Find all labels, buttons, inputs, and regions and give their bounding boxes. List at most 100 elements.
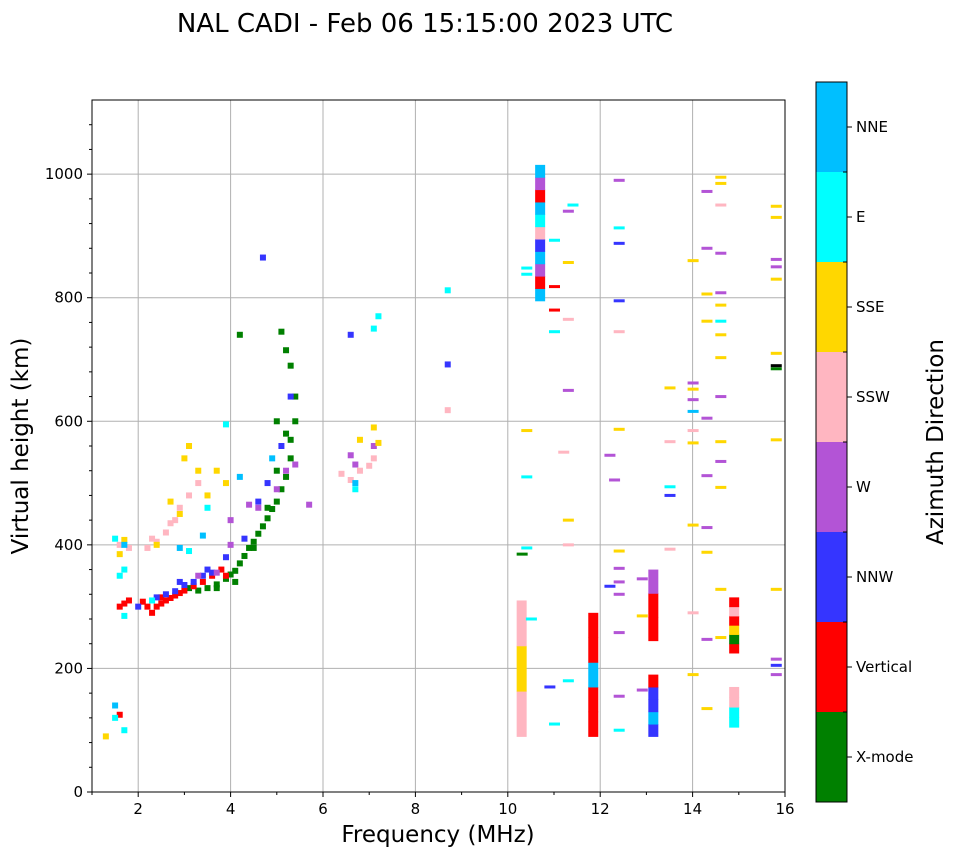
trace-point-vertical — [199, 578, 206, 585]
trace-point-ssw — [347, 476, 354, 483]
x-tick-label: 6 — [318, 800, 328, 818]
trace-point-vertical — [116, 711, 123, 718]
echo-line — [715, 319, 727, 323]
colorbar-segment-e — [816, 172, 847, 262]
echo-line — [770, 673, 782, 677]
echo-line — [549, 285, 560, 289]
echo-line — [521, 546, 533, 550]
echo-line — [562, 679, 574, 683]
echo-line — [613, 631, 625, 635]
echo-line — [521, 429, 533, 433]
trace-point-vertical — [153, 603, 160, 610]
trace-point-w — [292, 461, 299, 468]
y-tick-label: 600 — [54, 412, 83, 430]
trace-point-nne — [269, 455, 276, 462]
trace-point-sse — [153, 541, 160, 548]
band-segment — [535, 251, 546, 265]
band-segment — [535, 189, 546, 203]
x-tick-label: 16 — [775, 800, 794, 818]
trace-point-nne — [352, 480, 359, 487]
trace-point-nne — [199, 532, 206, 539]
echo-line — [664, 493, 676, 497]
echo-line — [636, 577, 648, 581]
trace-point-nne — [236, 473, 243, 480]
trace-point-vertical — [162, 597, 169, 604]
echo-line — [613, 299, 625, 303]
echo-line — [770, 438, 782, 442]
echo-line — [687, 441, 699, 445]
band-segment — [535, 177, 546, 191]
trace-point-vertical — [176, 590, 183, 597]
echo-line — [664, 547, 676, 551]
trace-point-e — [121, 727, 128, 734]
echo-line — [715, 175, 727, 179]
trace-point-ssw — [149, 535, 156, 542]
band-segment — [729, 686, 740, 698]
trace-point-x-mode — [232, 578, 239, 585]
colorbar-segment-vertical — [816, 622, 847, 712]
trace-point-vertical — [139, 598, 146, 605]
echo-line — [701, 707, 713, 711]
trace-point-vertical — [190, 583, 197, 590]
trace-point-nnw — [222, 554, 229, 561]
trace-point-ssw — [338, 470, 345, 477]
y-tick-label: 400 — [54, 536, 83, 554]
trace-point-sse — [121, 536, 128, 543]
trace-point-ssw — [144, 544, 151, 551]
echo-line — [770, 265, 782, 269]
band-segment — [729, 634, 740, 645]
trace-point-vertical — [158, 600, 165, 607]
trace-point-ssw — [162, 529, 169, 536]
trace-point-nne — [121, 541, 128, 548]
trace-point-vertical — [222, 572, 229, 579]
trace-point-x-mode — [264, 515, 271, 522]
echo-line — [701, 189, 713, 193]
band-segment — [729, 606, 740, 617]
x-tick-label: 10 — [498, 800, 517, 818]
trace-point-x-mode — [250, 544, 257, 551]
echo-line — [562, 518, 574, 522]
y-tick-label: 0 — [73, 783, 83, 801]
trace-point-w — [246, 501, 253, 508]
echo-line — [701, 550, 713, 554]
band-segment — [648, 711, 659, 725]
echo-line — [715, 203, 727, 207]
band-segment — [516, 600, 527, 647]
trace-point-vertical — [218, 566, 225, 573]
trace-point-sse — [167, 498, 174, 505]
echo-line — [701, 526, 713, 530]
echo-line — [664, 485, 676, 489]
trace-point-vertical — [167, 594, 174, 601]
trace-point-ssw — [167, 520, 174, 527]
echo-line — [715, 333, 727, 337]
trace-point-x-mode — [236, 560, 243, 567]
echo-line — [544, 685, 556, 689]
trace-point-x-mode — [255, 530, 262, 537]
trace-point-e — [370, 325, 377, 332]
band-segment — [588, 612, 599, 639]
trace-point-nnw — [278, 443, 285, 449]
chart-title: NAL CADI - Feb 06 15:15:00 2023 UTC — [177, 9, 673, 39]
band-segment — [535, 239, 546, 252]
echo-line — [687, 523, 699, 527]
trace-point-w — [255, 504, 262, 511]
echo-line — [521, 266, 533, 270]
colorbar-tick-label: NNE — [856, 118, 888, 136]
colorbar-label: Azimuth Direction — [923, 339, 949, 545]
trace-point-x-mode — [222, 575, 229, 582]
colorbar-segment-ssw — [816, 352, 847, 442]
trace-point-w — [283, 467, 290, 474]
colorbar-tick-label: Vertical — [856, 658, 912, 676]
echo-line — [609, 478, 621, 482]
band-segment — [588, 711, 599, 737]
echo-line — [770, 215, 782, 219]
y-tick-label: 1000 — [45, 165, 83, 183]
band-segment — [648, 569, 659, 594]
echo-line — [521, 272, 533, 276]
y-tick-label: 800 — [54, 289, 83, 307]
trace-point-e — [116, 572, 123, 579]
grid-lines — [92, 100, 786, 793]
trace-point-vertical — [125, 597, 132, 604]
echo-line — [770, 657, 782, 661]
trace-point-x-mode — [283, 430, 290, 437]
